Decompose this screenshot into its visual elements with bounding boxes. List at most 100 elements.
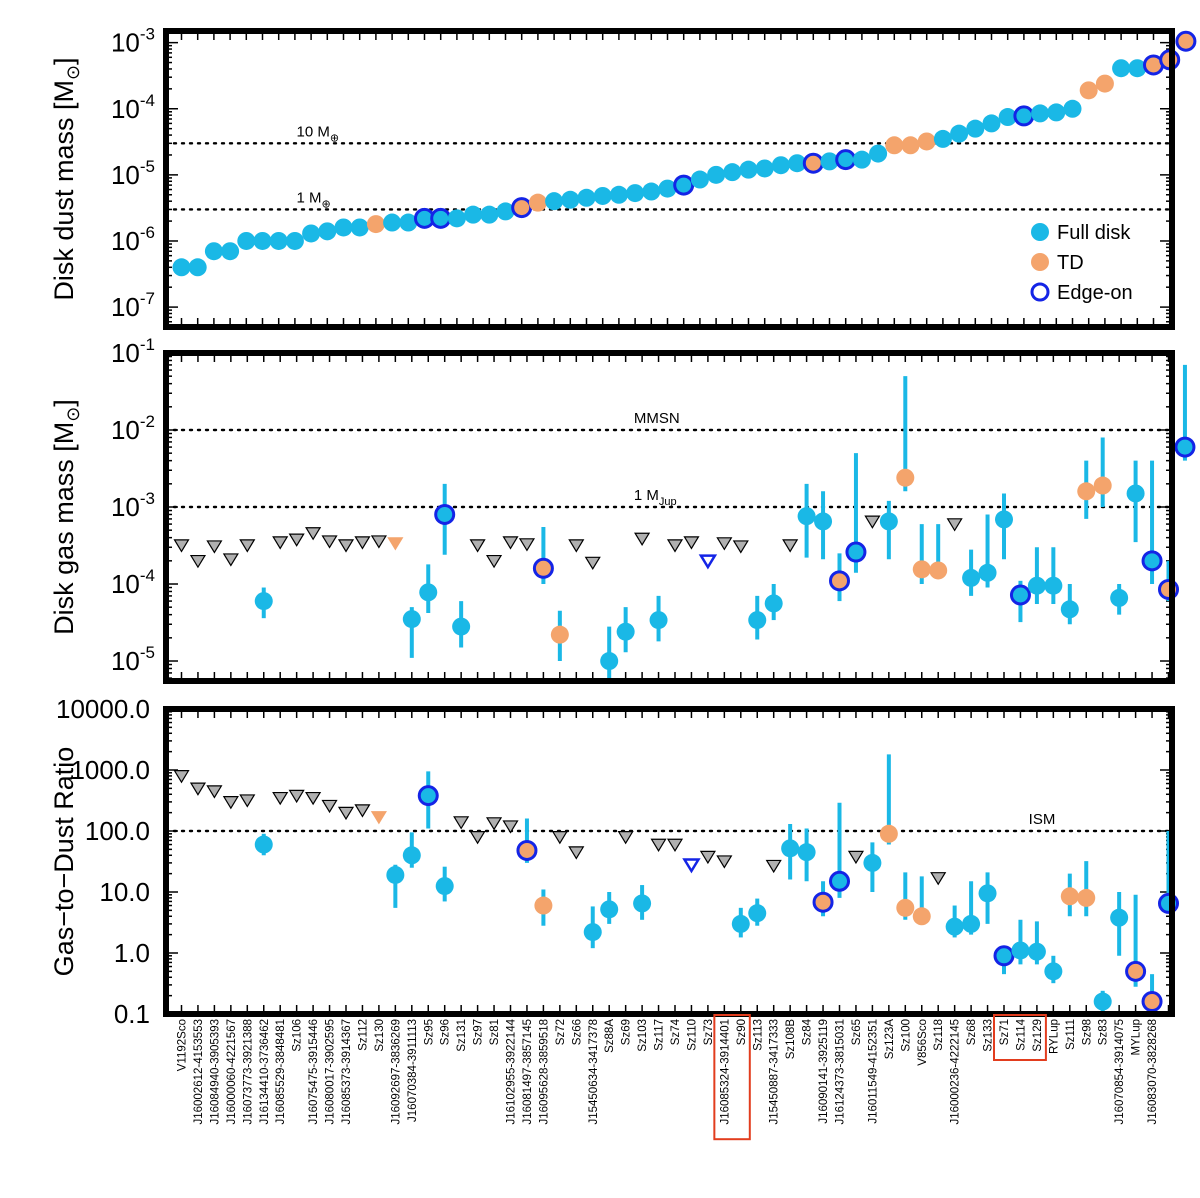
- source-label: J16000236-4222145: [950, 1019, 962, 1125]
- full-disk-marker: [561, 190, 580, 209]
- source-label: Sz65: [851, 1019, 863, 1045]
- legend-label: Full disk: [1057, 222, 1131, 244]
- upper-limit-marker: [502, 536, 519, 550]
- full-disk-marker: [399, 213, 418, 232]
- y-tick-label-base: 10: [111, 226, 140, 256]
- edge-on-marker: [1175, 30, 1197, 52]
- full-disk-marker: [221, 242, 240, 261]
- full-disk-marker: [1126, 484, 1145, 503]
- source-label: Sz130: [374, 1019, 386, 1052]
- full-disk-marker: [1110, 588, 1129, 607]
- full-disk-marker: [966, 119, 985, 138]
- full-disk-marker: [383, 213, 402, 232]
- source-label: J16092697-3836269: [390, 1019, 402, 1125]
- td-marker: [366, 215, 385, 234]
- y-tick-label: 10-3: [111, 489, 155, 522]
- source-label: Sz83: [1098, 1019, 1110, 1045]
- source-label: Sz96: [440, 1019, 452, 1045]
- y-tick-label: 10-3: [111, 25, 155, 58]
- y-axis-label-text: Gas−to−Dust Ratio: [49, 747, 79, 977]
- y-axis-label-text: Disk gas mass [M: [49, 422, 79, 635]
- full-disk-marker: [649, 611, 668, 630]
- source-label: Sz129: [1032, 1019, 1044, 1052]
- source-label: Sz71: [999, 1019, 1011, 1045]
- upper-limit-marker: [634, 532, 651, 546]
- legend: Full disk TD Edge-on: [1030, 222, 1133, 304]
- source-label: Sz118: [933, 1019, 945, 1051]
- full-disk-marker: [577, 188, 596, 207]
- edge-on-marker: [1125, 960, 1147, 982]
- upper-limit-marker: [222, 796, 239, 810]
- reference-line-label-subscript: ⊕: [330, 132, 339, 144]
- reference-line-label: 10 M⊕: [297, 123, 340, 144]
- upper-limit-marker: [847, 850, 865, 865]
- full-disk-marker: [254, 592, 273, 611]
- source-label: Sz66: [571, 1019, 583, 1045]
- edge-on-marker: [516, 839, 538, 861]
- source-label: Sz68: [966, 1019, 978, 1045]
- upper-limit-marker: [239, 539, 256, 553]
- full-disk-marker: [609, 185, 628, 204]
- upper-limit-marker: [222, 553, 239, 567]
- source-label: J16002612-4153553: [193, 1019, 205, 1125]
- td-marker: [912, 907, 931, 926]
- full-disk-marker: [616, 622, 635, 641]
- upper-limit-marker: [206, 540, 223, 554]
- full-disk-marker: [814, 512, 833, 531]
- upper-limit-marker: [305, 791, 322, 806]
- full-disk-marker: [748, 611, 767, 630]
- full-disk-marker: [962, 568, 981, 587]
- source-label: Sz110: [686, 1019, 698, 1051]
- full-disk-marker: [690, 170, 709, 189]
- source-label: Sz113: [752, 1019, 764, 1051]
- source-label: J16011549-4152351: [867, 1019, 879, 1124]
- source-label: J16083070-3828268: [1147, 1019, 1159, 1125]
- td-marker: [1093, 476, 1112, 495]
- y-tick-label: 10000.0: [56, 694, 150, 724]
- source-label: J16080017-3902595: [325, 1019, 337, 1125]
- full-disk-marker: [545, 192, 564, 211]
- full-disk-marker: [600, 900, 619, 919]
- full-disk-marker: [452, 617, 471, 636]
- upper-limit-marker: [782, 539, 799, 553]
- source-label: J16134410-3736462: [259, 1019, 271, 1125]
- highlight-box: [713, 1014, 751, 1141]
- reference-line-label-subscript: ⊕: [322, 198, 331, 210]
- panel-frame: [163, 28, 1175, 330]
- source-label: J16084940-3905393: [209, 1019, 221, 1125]
- upper-limit-marker: [288, 789, 305, 804]
- y-tick-label-exponent: -5: [140, 157, 155, 176]
- source-label: Sz88A: [604, 1019, 616, 1053]
- source-label: Sz81: [489, 1019, 501, 1045]
- full-disk-marker: [447, 209, 466, 228]
- y-tick-label-base: 10: [111, 94, 140, 124]
- full-disk-marker: [496, 202, 515, 221]
- panel-frame: [163, 350, 1175, 684]
- full-disk-marker: [334, 218, 353, 237]
- panel-frame: [163, 706, 1175, 1017]
- upper-limit-marker: [682, 858, 701, 874]
- full-disk-marker: [1112, 59, 1131, 78]
- td-marker: [534, 896, 553, 915]
- y-tick-label-exponent: -1: [140, 335, 155, 354]
- full-disk-marker: [797, 507, 816, 526]
- source-label: Sz106: [292, 1019, 304, 1052]
- reference-line-label-text: MMSN: [634, 410, 680, 427]
- full-disk-marker: [707, 165, 726, 184]
- full-disk-marker: [852, 150, 871, 169]
- upper-limit-marker: [321, 799, 338, 814]
- upper-limit-marker: [469, 831, 486, 845]
- td-marker: [550, 625, 569, 644]
- upper-limit-marker: [453, 816, 470, 830]
- y-tick-label: 0.1: [114, 999, 150, 1029]
- y-tick-label-exponent: -4: [140, 566, 155, 585]
- y-tick-label: 10-4: [111, 91, 155, 124]
- y-tick-label: 100.0: [85, 816, 150, 846]
- y-tick-label-base: 10: [111, 569, 140, 599]
- edge-on-marker: [511, 197, 533, 219]
- reference-line-label: ISM: [1029, 811, 1056, 828]
- upper-limit-marker: [485, 554, 503, 569]
- upper-limit-marker: [173, 770, 190, 784]
- y-tick-label: 1.0: [114, 938, 150, 968]
- td-marker: [912, 560, 931, 579]
